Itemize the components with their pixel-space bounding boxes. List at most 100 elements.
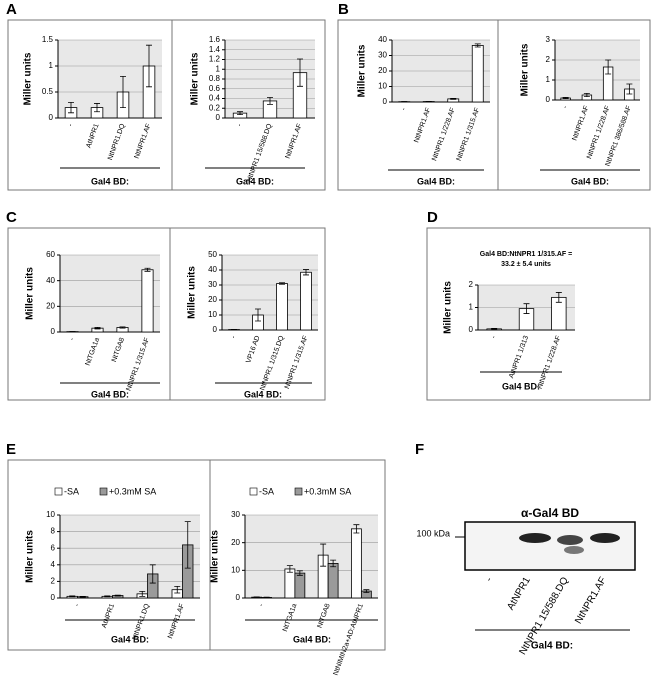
error-bar (605, 59, 612, 75)
y-tick-label: 20 (208, 295, 217, 304)
y-tick-label: 2 (51, 577, 56, 586)
y-axis-label: Miller units (443, 281, 454, 334)
error-bar (79, 595, 86, 598)
error-bar (119, 326, 126, 329)
error-bar (330, 559, 337, 568)
x-tick-label: AtNPR1 (85, 123, 100, 149)
blot-xlabel: Gal4 BD: (531, 641, 573, 652)
y-tick-label: 0 (546, 95, 551, 104)
y-tick-label: 20 (378, 66, 387, 75)
y-tick-label: 30 (378, 51, 387, 60)
y-tick-label: 20 (231, 538, 240, 547)
lane-label: AtNPR1 (505, 575, 533, 612)
error-bar (174, 585, 181, 594)
y-tick-label: 2 (469, 280, 474, 289)
error-bar (626, 83, 633, 95)
y-axis-label: Miller units (190, 52, 201, 105)
x-axis-label: Gal4 BD: (571, 176, 609, 186)
y-tick-label: 0 (49, 113, 54, 122)
western-blot: α-Gal4 BD 100 kDa Gal4 BD: (416, 506, 636, 652)
y-tick-label: 0 (383, 97, 388, 106)
panel-letter: B (338, 1, 349, 18)
error-bar (94, 103, 100, 113)
x-tick-label: NtTGA1a (282, 603, 299, 633)
y-tick-label: 0.2 (209, 103, 221, 112)
y-tick-label: 0.6 (209, 84, 221, 93)
y-tick-label: 1.4 (209, 45, 221, 54)
y-tick-label: 1 (216, 64, 221, 73)
y-tick-label: 10 (208, 310, 217, 319)
bar (141, 269, 154, 333)
error-bar (149, 564, 156, 584)
error-bar (363, 589, 370, 593)
y-tick-label: 2 (546, 55, 551, 64)
x-tick-label: NtNPR1.AF (413, 107, 432, 144)
x-tick-label: - (69, 336, 77, 341)
x-tick-label: NtNPR1 1/228.AF (537, 335, 563, 390)
bar (350, 528, 362, 599)
error-bar (255, 308, 261, 322)
blot-marker: 100 kDa (416, 528, 450, 538)
x-tick-label: NtNPR1 1/315.AF (284, 335, 310, 390)
legend-swatch (294, 487, 303, 496)
y-axis-label: Miller units (187, 266, 198, 319)
y-tick-label: 3 (546, 35, 551, 44)
y-axis-label: Miller units (25, 530, 36, 583)
panel-letter: A (6, 1, 17, 18)
y-tick-label: 1.6 (209, 35, 221, 44)
y-tick-label: 60 (46, 250, 55, 259)
y-tick-label: 6 (51, 543, 56, 552)
x-tick-label: NtNPR1.AF (571, 105, 590, 142)
legend-label: -SA (259, 486, 274, 496)
error-bar (303, 269, 309, 276)
error-bar (583, 93, 590, 97)
x-axis-label: Gal4 BD: (244, 389, 282, 399)
bar (276, 283, 288, 331)
x-tick-label: NtNPR1.AF (134, 123, 153, 160)
x-tick-label: NtNPR1.AF (285, 123, 304, 160)
panel-frames (7, 19, 651, 651)
y-tick-label: 0.8 (209, 74, 221, 83)
error-bar (253, 596, 260, 598)
x-tick-label: NtNPR1.DQ (107, 122, 127, 161)
error-bar (104, 595, 111, 598)
y-tick-label: 4 (51, 560, 56, 569)
plot-area (60, 515, 200, 598)
error-bar (139, 590, 146, 597)
bar (471, 45, 484, 103)
y-axis-label: Miller units (210, 530, 221, 583)
legend-label: +0.3mM SA (109, 486, 156, 496)
lane-label: NtNPR1.AF (573, 575, 609, 626)
legend-swatch (99, 487, 108, 496)
error-bar (144, 267, 151, 272)
y-tick-label: 1 (546, 75, 551, 84)
y-tick-label: 10 (231, 565, 240, 574)
legend-swatch (54, 487, 63, 496)
error-bar (267, 97, 273, 105)
y-tick-label: 30 (208, 280, 217, 289)
x-tick-label: NtTGA1a (85, 337, 102, 367)
lane-label: - (484, 575, 495, 583)
x-tick-label: NtNPR1 1/315.AF (456, 107, 482, 162)
error-bar (286, 565, 293, 573)
bar (300, 271, 312, 331)
y-tick-label: 0 (213, 325, 218, 334)
error-bar (523, 303, 530, 314)
error-bar (94, 326, 101, 330)
legend-label: -SA (64, 486, 79, 496)
error-bar (69, 595, 76, 598)
blot-title: α-Gal4 BD (521, 506, 579, 520)
x-tick-label: AtNPR1 1/313 (508, 335, 530, 380)
panel-letter: E (6, 441, 16, 458)
error-bar (237, 111, 243, 115)
x-tick-label: AtNPR1 (101, 603, 116, 629)
error-bar (555, 292, 562, 303)
y-axis-label: Miller units (520, 43, 531, 96)
y-axis-label: Miller units (357, 44, 368, 97)
error-bar (68, 102, 74, 114)
x-tick-label: NtTGA8 (111, 337, 126, 363)
legend-swatch (249, 487, 258, 496)
annotation: Gal4 BD:NtNPR1 1/315.AF = (480, 251, 572, 258)
error-bar (263, 596, 270, 599)
